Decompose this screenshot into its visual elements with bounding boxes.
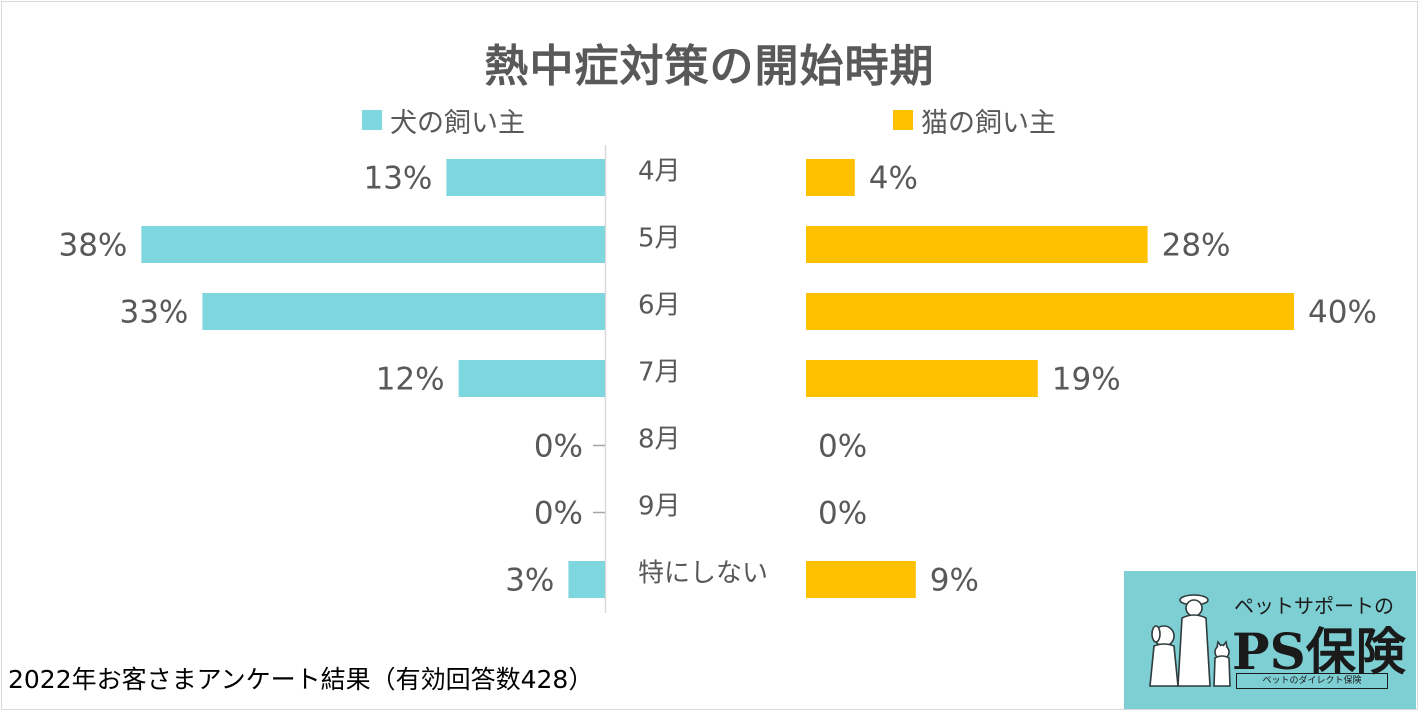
cat-data-label: 40%	[1308, 295, 1377, 331]
survey-footnote: 2022年お客さまアンケート結果（有効回答数428）	[8, 665, 594, 694]
dog-data-label: 3%	[505, 563, 554, 599]
dog-bar	[446, 159, 605, 196]
dog-bar	[458, 360, 605, 397]
logo-subline: ペットのダイレクト保険	[1236, 673, 1388, 689]
category-label: 5月	[638, 224, 681, 254]
pet-illustration-icon	[1149, 594, 1231, 687]
category-label: 8月	[638, 425, 681, 455]
legend-cat: 猫の飼い主	[893, 104, 1056, 139]
dog-bar	[202, 293, 605, 330]
category-label: 7月	[638, 358, 681, 388]
dog-data-label: 33%	[119, 295, 188, 331]
cat-data-label: 19%	[1052, 362, 1121, 398]
dog-data-label: 0%	[534, 429, 583, 465]
dog-data-label: 0%	[534, 496, 583, 532]
cat-bar	[806, 561, 916, 598]
dog-data-label: 12%	[376, 362, 445, 398]
legend-label-cat: 猫の飼い主	[921, 107, 1056, 139]
cat-bar	[806, 293, 1294, 330]
legend-label-dog: 犬の飼い主	[390, 107, 525, 139]
cat-data-label: 0%	[818, 429, 867, 465]
dog-data-label: 13%	[363, 161, 432, 197]
logo-brand: PS保険	[1232, 622, 1406, 681]
category-label: 4月	[638, 157, 681, 187]
legend-dog: 犬の飼い主	[362, 104, 525, 139]
category-label: 9月	[638, 492, 681, 522]
chart-title: 熱中症対策の開始時期	[484, 41, 935, 92]
cat-bar	[806, 159, 855, 196]
cat-data-label: 28%	[1162, 228, 1231, 264]
cat-data-label: 9%	[930, 563, 979, 599]
legend-swatch-dog	[362, 110, 382, 130]
logo-tagline: ペットサポートの	[1234, 594, 1394, 618]
dog-bar	[141, 226, 605, 263]
category-label: 6月	[638, 291, 681, 321]
dog-data-label: 38%	[58, 228, 127, 264]
legend-swatch-cat	[893, 110, 913, 130]
cat-bar	[806, 226, 1148, 263]
cat-bar	[806, 360, 1038, 397]
cat-data-label: 4%	[869, 161, 918, 197]
category-label: 特にしない	[638, 559, 768, 589]
cat-data-label: 0%	[818, 496, 867, 532]
dog-bar	[568, 561, 605, 598]
